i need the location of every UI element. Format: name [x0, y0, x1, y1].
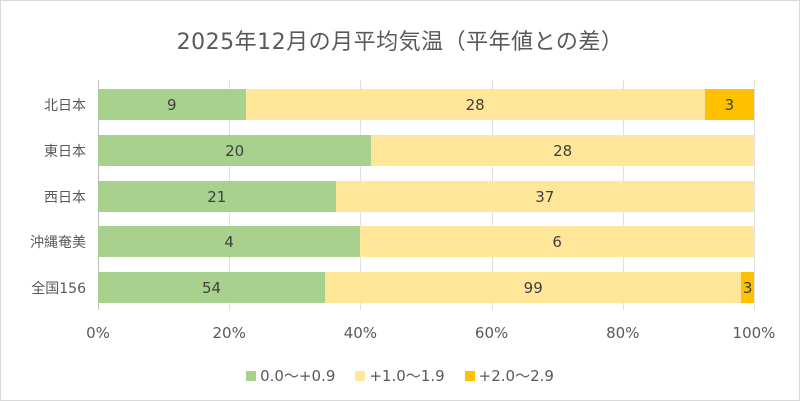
legend-swatch-icon	[464, 370, 475, 381]
bar-segment: 28	[371, 135, 754, 166]
category-label: 西日本	[44, 190, 86, 206]
bar-row: 21 37	[98, 181, 754, 212]
x-tick-label: 80%	[606, 324, 640, 342]
x-tick-label: 100%	[732, 324, 776, 342]
legend-item: +2.0～2.9	[464, 365, 554, 386]
bar-segment: 3	[741, 272, 754, 303]
category-label: 全国156	[31, 281, 86, 297]
bar-segment: 28	[245, 89, 705, 120]
plot-area: 9 28 3 20 28 21 37 4 6 54 99 3	[98, 80, 755, 310]
legend-label: +2.0～2.9	[478, 367, 554, 385]
x-tick-label: 20%	[212, 324, 246, 342]
legend-swatch-icon	[246, 370, 257, 381]
category-label: 沖縄奄美	[30, 235, 86, 251]
bar-row: 54 99 3	[98, 272, 754, 303]
x-tick-label: 0%	[86, 324, 110, 342]
bar-segment: 4	[98, 226, 361, 257]
bar-segment: 20	[98, 135, 372, 166]
bar-segment: 99	[325, 272, 742, 303]
legend-label: 0.0～+0.9	[260, 367, 336, 385]
gridline	[754, 80, 755, 310]
bar-segment: 9	[98, 89, 246, 120]
legend-swatch-icon	[355, 370, 366, 381]
bar-segment: 54	[98, 272, 326, 303]
bar-row: 9 28 3	[98, 89, 754, 120]
bar-row: 20 28	[98, 135, 754, 166]
legend-item: 0.0～+0.9	[246, 365, 335, 386]
x-tick-label: 40%	[343, 324, 378, 342]
legend-label: +1.0～1.9	[369, 367, 445, 385]
legend-item: +1.0～1.9	[355, 365, 445, 386]
x-tick-label: 60%	[474, 324, 509, 342]
bar-segment: 3	[704, 89, 754, 120]
bar-segment: 37	[335, 181, 754, 212]
category-label: 東日本	[44, 144, 86, 160]
bar-segment: 6	[360, 226, 754, 257]
chart-title: 2025年12月の月平均気温（平年値との差）	[176, 30, 624, 55]
category-label: 北日本	[44, 98, 86, 114]
legend: 0.0～+0.9 +1.0～1.9 +2.0～2.9	[0, 365, 800, 386]
bar-segment: 21	[98, 181, 336, 212]
